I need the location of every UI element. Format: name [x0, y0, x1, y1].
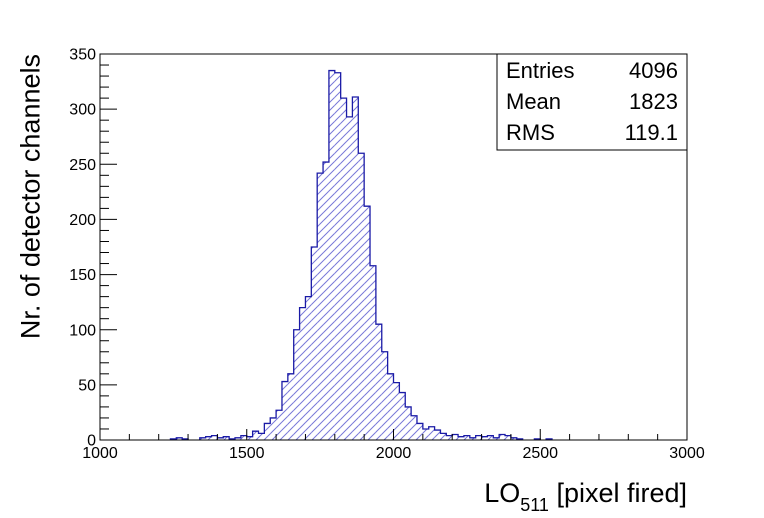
histogram-bin	[340, 98, 347, 440]
histogram-bin	[305, 296, 312, 440]
histogram-bin	[276, 410, 282, 440]
histogram-bin	[481, 436, 488, 440]
histogram-bin	[328, 70, 335, 441]
histogram-bin	[463, 435, 470, 440]
x-axis: 1000 1500 2000 2500 3000	[82, 429, 705, 462]
histogram-bin	[440, 433, 447, 440]
histogram-bin	[346, 116, 353, 440]
histogram-bin	[364, 206, 371, 440]
stats-mean-value: 1823	[629, 89, 678, 114]
histogram-bin	[293, 329, 300, 440]
x-tick-label: 2500	[522, 445, 558, 462]
histogram-bin	[287, 373, 294, 440]
stats-entries-label: Entries	[506, 58, 574, 83]
x-tick-label: 1000	[82, 445, 118, 462]
histogram-bin	[281, 381, 288, 440]
stats-rms-label: RMS	[506, 120, 555, 145]
histogram-bin	[223, 436, 230, 440]
histogram-bin	[264, 423, 271, 440]
x-axis-title-subscript: 511	[520, 495, 549, 515]
y-tick-label: 350	[69, 47, 96, 64]
histogram-bin	[334, 72, 341, 441]
y-tick-label: 200	[69, 212, 96, 229]
histogram-bin	[205, 436, 212, 440]
histogram-bin	[493, 437, 500, 440]
histogram-bin	[176, 437, 183, 440]
stats-mean-label: Mean	[506, 89, 561, 114]
histogram-bins	[170, 70, 552, 441]
histogram-bin	[240, 435, 247, 440]
histogram-bin	[381, 351, 388, 440]
histogram-bin	[246, 436, 253, 440]
histogram-bin	[416, 423, 423, 440]
histogram-bin	[405, 406, 412, 440]
histogram-bin	[317, 173, 324, 440]
y-tick-label: 0	[87, 433, 96, 450]
y-axis-title: Nr. of detector channels	[15, 54, 45, 339]
histogram-bin	[235, 437, 241, 440]
y-tick-label: 50	[78, 377, 96, 394]
histogram-bin	[299, 307, 306, 440]
histogram-bin	[399, 392, 406, 440]
x-tick-label: 2000	[376, 445, 412, 462]
histogram-bin	[387, 373, 394, 440]
histogram-bin	[422, 428, 429, 440]
histogram-bin	[505, 435, 511, 440]
histogram-bin	[375, 324, 382, 440]
histogram-bin	[446, 435, 453, 440]
histogram-bin	[358, 153, 365, 440]
histogram-bin	[199, 437, 206, 440]
histogram-bin	[393, 382, 400, 440]
y-tick-label: 100	[69, 322, 96, 339]
x-tick-label: 1500	[229, 445, 265, 462]
histogram-bin	[499, 434, 506, 440]
histogram-bin	[252, 431, 259, 440]
y-tick-label: 150	[69, 267, 96, 284]
histogram-bin	[352, 97, 359, 441]
histogram-bin	[258, 433, 265, 440]
stats-box-frame	[496, 53, 688, 151]
histogram-bin	[270, 417, 277, 440]
histogram-bin	[434, 430, 441, 440]
histogram-bin	[311, 247, 318, 440]
x-tick-label: 3000	[669, 445, 705, 462]
histogram-outline	[169, 69, 553, 440]
y-axis: 0 50 100 150 200 250 300 350	[69, 47, 117, 450]
y-tick-label: 250	[69, 157, 96, 174]
histogram-bin	[370, 265, 376, 440]
x-axis-title-suffix: [pixel fired]	[549, 478, 687, 508]
x-axis-title: LO511 [pixel fired]	[484, 478, 687, 515]
histogram-bin	[428, 426, 435, 440]
histogram-bin	[323, 162, 329, 440]
y-tick-label: 300	[69, 102, 96, 119]
histogram-bin	[211, 435, 218, 440]
histogram-bin	[469, 437, 476, 440]
histogram-bin	[452, 434, 459, 440]
histogram-bin	[217, 437, 224, 440]
histogram-bin	[458, 436, 464, 440]
plot-area	[99, 53, 688, 441]
histogram-bin	[510, 437, 517, 440]
histogram-bin	[475, 435, 482, 440]
x-axis-title-main: LO	[484, 478, 520, 508]
stats-box: Entries 4096 Mean 1823 RMS 119.1	[496, 53, 688, 151]
histogram-bin	[487, 435, 494, 440]
stats-rms-value: 119.1	[625, 120, 678, 145]
histogram-bin	[411, 415, 417, 440]
stats-entries-value: 4096	[629, 58, 678, 83]
